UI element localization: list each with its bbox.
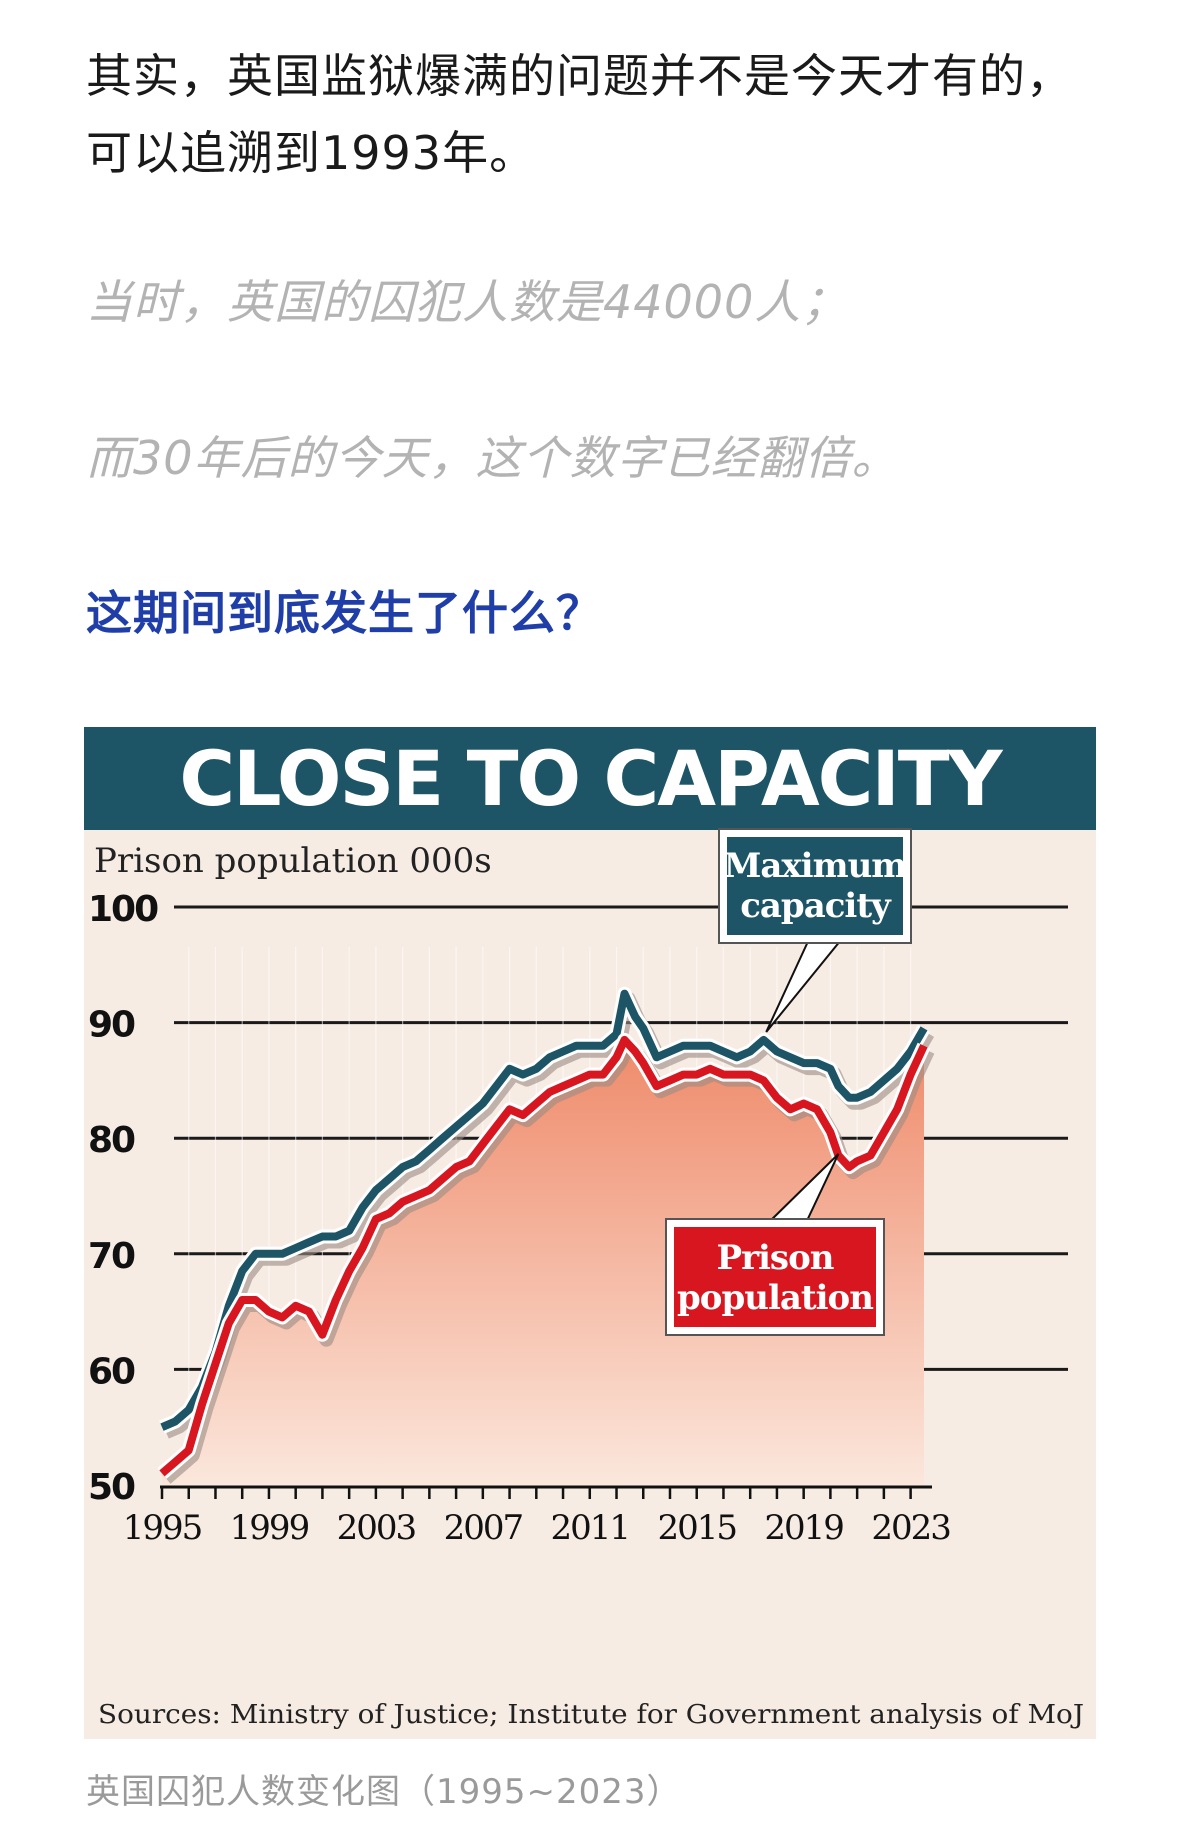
capacity-line bbox=[160, 989, 928, 1431]
capacity-callout-box bbox=[727, 837, 903, 935]
article-paragraph-intro: 其实，英国监狱爆满的问题并不是今天才有的，可以追溯到1993年。 bbox=[86, 49, 1073, 180]
x-tick-label: 2023 bbox=[871, 1508, 950, 1548]
y-tick-label: 80 bbox=[88, 1120, 135, 1161]
x-tick-label: 2019 bbox=[764, 1508, 843, 1548]
population-callout-label: population bbox=[677, 1278, 873, 1318]
article-paragraph-today: 而30年后的今天，这个数字已经翻倍。 bbox=[86, 431, 899, 485]
chart-y-axis-label: Prison population 000s bbox=[94, 841, 492, 881]
x-tick-label: 2003 bbox=[337, 1508, 416, 1548]
x-tick-label: 2007 bbox=[444, 1508, 523, 1548]
y-tick-label: 50 bbox=[88, 1467, 135, 1508]
y-tick-label: 100 bbox=[88, 889, 158, 930]
x-tick-label: 1995 bbox=[123, 1508, 202, 1548]
y-tick-label: 70 bbox=[88, 1236, 135, 1277]
y-tick-label: 60 bbox=[88, 1351, 135, 1392]
chart-source-note: Sources: Ministry of Justice; Institute … bbox=[98, 1700, 1084, 1730]
x-tick-label: 2011 bbox=[551, 1508, 630, 1548]
x-tick-label: 1999 bbox=[230, 1508, 309, 1548]
population-line bbox=[159, 1035, 928, 1477]
figure-caption: 英国囚犯人数变化图（1995~2023） bbox=[86, 1772, 682, 1812]
capacity-callout-label: capacity bbox=[740, 886, 892, 926]
chart-title-banner bbox=[84, 727, 1096, 830]
population-callout-label: Prison bbox=[717, 1238, 834, 1278]
chart-title: CLOSE TO CAPACITY bbox=[179, 734, 1003, 823]
population-area bbox=[162, 1039, 924, 1485]
article-paragraph-1993: 当时，英国的囚犯人数是44000人； bbox=[86, 275, 849, 329]
y-tick-label: 90 bbox=[88, 1005, 135, 1046]
prison-population-chart: CLOSE TO CAPACITY Prison population 000s… bbox=[84, 727, 1096, 1739]
article-question-heading: 这期间到底发生了什么？ bbox=[86, 586, 603, 640]
x-tick-label: 2015 bbox=[657, 1508, 736, 1548]
population-callout-box bbox=[674, 1227, 876, 1327]
capacity-callout-label: Maximum bbox=[724, 846, 908, 886]
